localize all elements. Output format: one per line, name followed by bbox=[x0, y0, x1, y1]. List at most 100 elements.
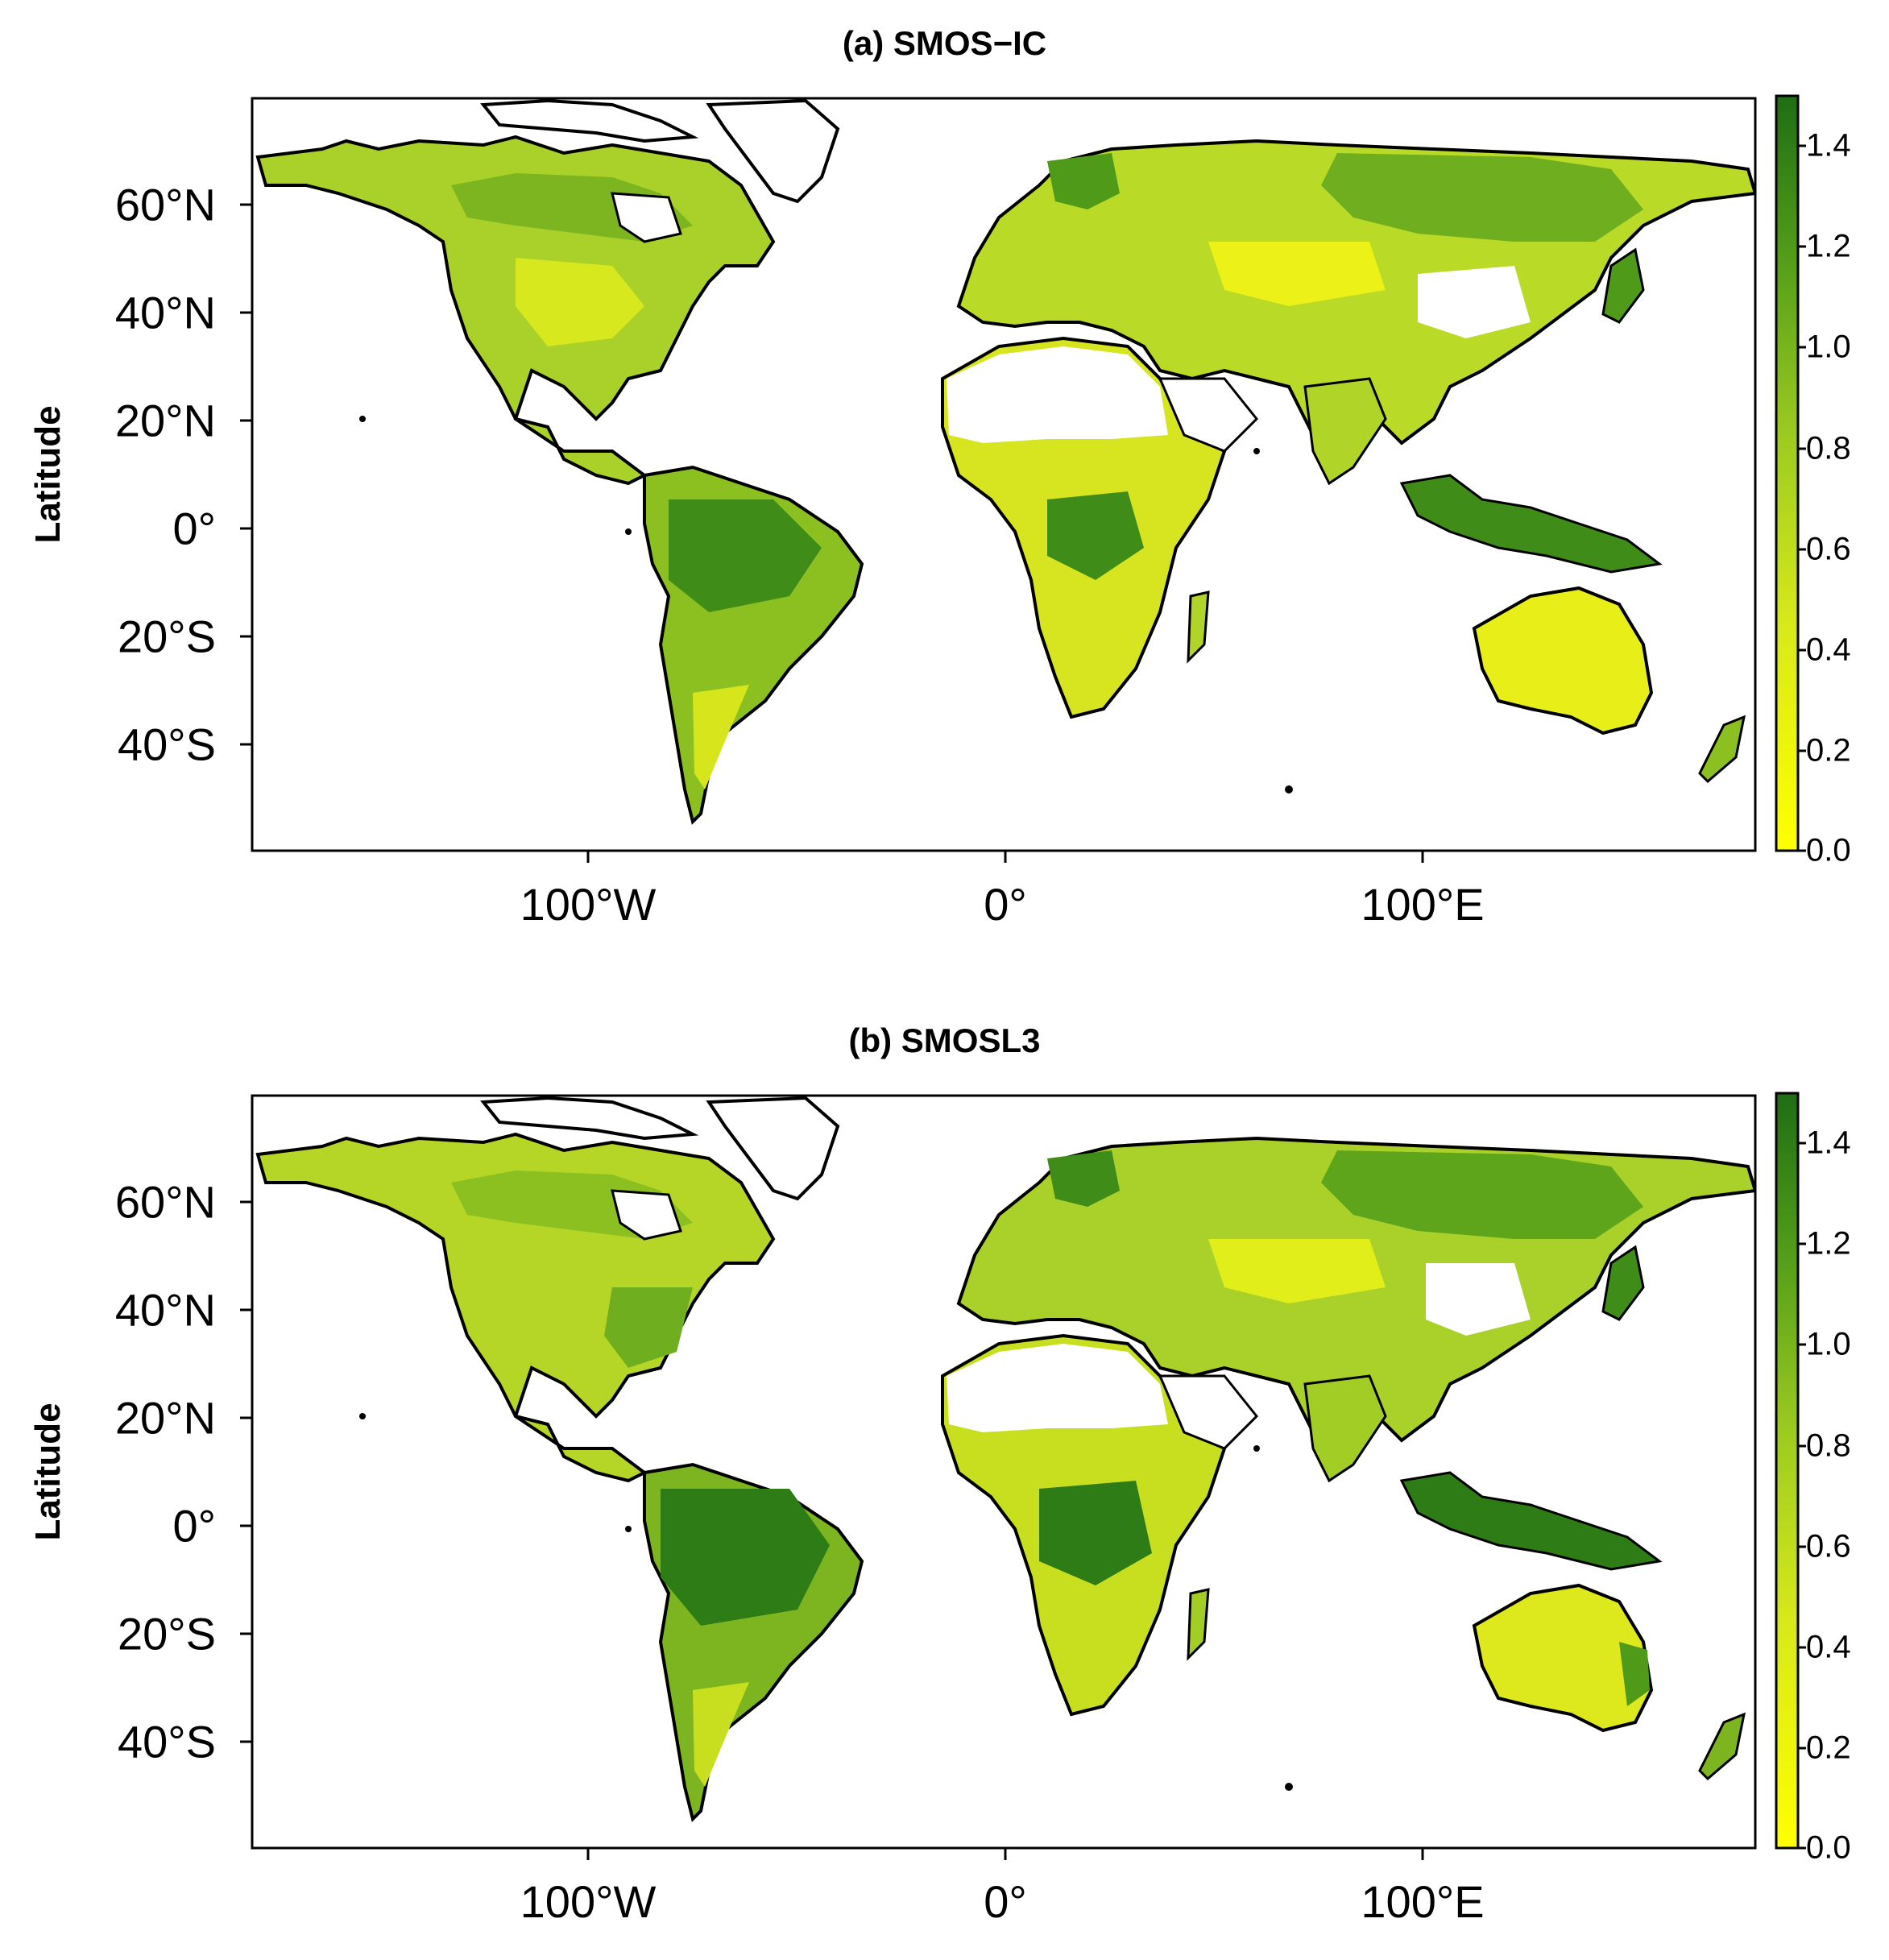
y-axis-label: Latitude bbox=[28, 405, 68, 544]
greenland bbox=[706, 98, 840, 204]
madagascar bbox=[1187, 1588, 1210, 1661]
map-b bbox=[240, 1092, 1806, 1860]
lon-tick-label: 100°E bbox=[1361, 1876, 1485, 1927]
colorbar bbox=[1775, 1092, 1800, 1850]
new-zealand bbox=[1698, 1712, 1746, 1781]
greenland bbox=[706, 1096, 840, 1201]
colorbar-tick-label: 0.0 bbox=[1806, 1829, 1851, 1866]
colorbar-tick-label: 1.2 bbox=[1806, 1225, 1851, 1262]
new-zealand bbox=[1698, 715, 1746, 784]
lon-tick-label: 100°W bbox=[520, 879, 657, 930]
island-dot bbox=[1285, 785, 1293, 794]
region-us-east bbox=[604, 1287, 693, 1368]
region-patagonia bbox=[693, 685, 749, 789]
region-congo bbox=[1039, 1481, 1152, 1585]
island-dot bbox=[625, 528, 632, 535]
japan bbox=[1601, 247, 1645, 324]
arabian-desert bbox=[1158, 377, 1259, 453]
colorbar-tick-label: 0.2 bbox=[1806, 1730, 1851, 1766]
island-dot bbox=[625, 1526, 632, 1532]
region-central-asia bbox=[1208, 242, 1386, 306]
island-dot bbox=[359, 1413, 366, 1419]
region-scandinavia bbox=[1047, 1150, 1120, 1207]
y-axis-label-wrap: Latitude bbox=[24, 1096, 72, 1848]
colorbar-tick-label: 0.4 bbox=[1806, 1629, 1851, 1665]
region-tibet bbox=[1426, 1263, 1531, 1336]
lat-tick-label: 20°N bbox=[114, 395, 216, 446]
colorbar-tick-label: 0.2 bbox=[1806, 732, 1851, 769]
australia-east-coast bbox=[1619, 1642, 1650, 1706]
region-patagonia bbox=[693, 1682, 749, 1787]
lat-tick-label: 0° bbox=[172, 503, 216, 554]
australia bbox=[1472, 586, 1654, 736]
lat-tick-label: 20°N bbox=[114, 1392, 216, 1444]
map-frame bbox=[251, 1094, 1757, 1850]
colorbar-tick-label: 0.8 bbox=[1806, 1428, 1851, 1464]
lat-tick-label: 60°N bbox=[114, 179, 216, 230]
y-axis-label: Latitude bbox=[28, 1403, 68, 1541]
lat-tick-label: 60°N bbox=[114, 1176, 216, 1228]
colorbar-tick-label: 1.0 bbox=[1806, 1326, 1851, 1362]
panel-a: (a) SMOS−IC bbox=[0, 0, 1889, 963]
region-amazon bbox=[661, 1489, 830, 1626]
region-amazon bbox=[669, 499, 822, 612]
island-dot bbox=[1253, 1445, 1260, 1452]
colorbar-tick-label: 1.4 bbox=[1806, 1125, 1851, 1161]
lat-tick-label: 40°N bbox=[114, 1284, 216, 1336]
land-masses bbox=[255, 98, 1755, 825]
lon-ticks bbox=[586, 851, 1424, 863]
island-dot bbox=[359, 416, 366, 422]
lat-ticks bbox=[240, 203, 252, 746]
panel-title: (a) SMOS−IC bbox=[842, 24, 1047, 62]
japan bbox=[1601, 1245, 1645, 1321]
colorbar-tick-label: 0.4 bbox=[1806, 632, 1851, 668]
arctic-islands bbox=[480, 1096, 699, 1141]
madagascar bbox=[1187, 590, 1210, 664]
hudson-bay bbox=[611, 1189, 682, 1241]
colorbar-tick-label: 1.4 bbox=[1806, 127, 1851, 164]
panel-b: (b) SMOSL3 bbox=[0, 997, 1889, 1960]
colorbar-tick-label: 0.6 bbox=[1806, 1528, 1851, 1564]
lon-tick-label: 100°W bbox=[520, 1876, 657, 1927]
region-sahara bbox=[947, 1344, 1168, 1432]
lat-ticks bbox=[240, 1200, 252, 1743]
region-central-asia bbox=[1208, 1239, 1386, 1303]
region-siberia bbox=[1321, 153, 1643, 242]
island-dot bbox=[1253, 448, 1260, 454]
colorbar bbox=[1775, 94, 1800, 852]
colorbar-ticks bbox=[1798, 1142, 1806, 1850]
arabian-desert bbox=[1158, 1374, 1259, 1450]
lat-tick-label: 40°S bbox=[117, 719, 216, 770]
region-scandinavia bbox=[1047, 153, 1120, 209]
colorbar-tick-label: 0.6 bbox=[1806, 531, 1851, 567]
map-frame bbox=[251, 97, 1757, 852]
region-sahara bbox=[947, 346, 1168, 443]
region-congo bbox=[1047, 491, 1144, 580]
colorbar-tick-label: 0.0 bbox=[1806, 832, 1851, 868]
lat-tick-label: 20°S bbox=[117, 611, 216, 662]
colorbar-tick-label: 0.8 bbox=[1806, 430, 1851, 466]
map-a bbox=[240, 94, 1806, 863]
india bbox=[1303, 1374, 1387, 1483]
island-dot bbox=[1285, 1783, 1293, 1791]
y-axis-label-wrap: Latitude bbox=[24, 98, 72, 851]
lat-tick-label: 40°S bbox=[117, 1716, 216, 1767]
region-us-great-plains bbox=[516, 258, 644, 346]
colorbar-tick-label: 1.0 bbox=[1806, 329, 1851, 365]
lon-tick-label: 0° bbox=[984, 1876, 1027, 1927]
colorbar-ticks bbox=[1798, 144, 1806, 852]
lat-tick-label: 20°S bbox=[117, 1608, 216, 1660]
lat-tick-label: 0° bbox=[172, 1500, 216, 1552]
lat-tick-label: 40°N bbox=[114, 287, 216, 338]
region-tibet bbox=[1418, 266, 1531, 338]
panel-title: (b) SMOSL3 bbox=[848, 1021, 1041, 1059]
region-siberia bbox=[1321, 1150, 1643, 1239]
lon-tick-label: 100°E bbox=[1361, 879, 1485, 930]
australia bbox=[1472, 1583, 1654, 1733]
india bbox=[1303, 377, 1387, 486]
indonesia bbox=[1399, 1471, 1663, 1571]
hudson-bay bbox=[611, 192, 682, 243]
lon-tick-label: 0° bbox=[984, 879, 1027, 930]
colorbar-tick-label: 1.2 bbox=[1806, 228, 1851, 264]
indonesia bbox=[1399, 474, 1663, 574]
